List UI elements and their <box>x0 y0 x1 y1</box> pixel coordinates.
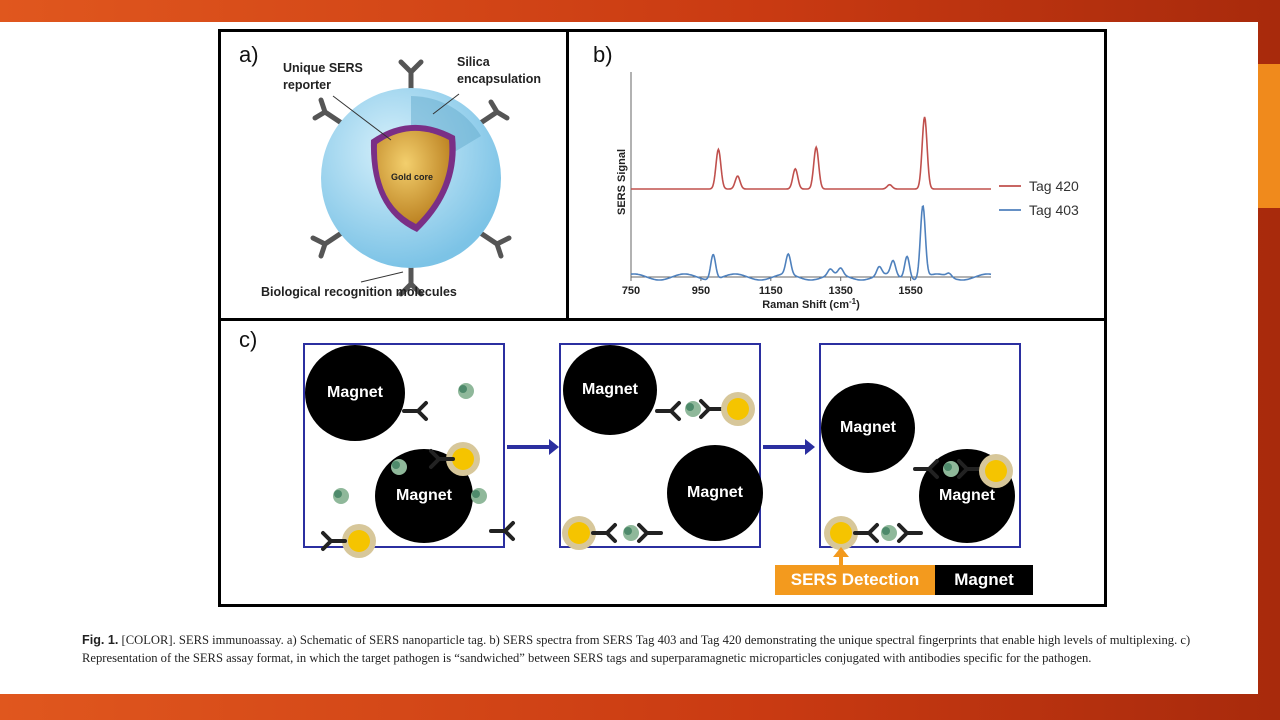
antibody <box>655 401 681 421</box>
sers-detection-label: SERS Detection <box>775 565 935 595</box>
caption-lead: Fig. 1. <box>82 633 119 647</box>
magnet: Magnet <box>563 345 657 435</box>
arrow-shaft-2 <box>763 445 807 449</box>
legend-label-2: Tag 403 <box>1029 202 1079 218</box>
antibody <box>913 459 939 479</box>
recognition-pointer <box>360 271 404 283</box>
antibody <box>637 523 663 543</box>
x-tick-label: 1550 <box>898 285 922 297</box>
y-axis-label: SERS Signal <box>616 149 628 215</box>
silica-pointer <box>432 93 460 115</box>
arrow-head-1 <box>549 439 559 455</box>
series-line-2 <box>630 205 992 281</box>
nanoparticle-diagram: Gold core <box>310 59 512 297</box>
sers-tag-core <box>452 448 474 470</box>
panel-c: c) Magnet Magnet Magnet Magnet Magnet Ma… <box>221 321 1104 604</box>
x-tick-label: 750 <box>622 285 640 297</box>
recognition-label: Biological recognition molecules <box>261 285 457 299</box>
antibody <box>591 523 617 543</box>
x-tick-label: 950 <box>692 285 710 297</box>
x-tick-label: 1150 <box>759 285 783 297</box>
antibody <box>699 399 725 419</box>
reporter-pointer <box>332 95 392 141</box>
magnet: Magnet <box>667 445 763 541</box>
antibody <box>402 401 428 421</box>
pathogen-detail <box>334 490 342 498</box>
arrow-shaft-1 <box>507 445 551 449</box>
antibody <box>897 523 923 543</box>
figure: a) Unique SERS reporter Silica encapsulati… <box>218 29 1107 607</box>
assay-overlay <box>321 383 1013 569</box>
x-axis-label: Raman Shift (cm-1) <box>762 297 860 311</box>
gold-core-label: Gold core <box>391 172 433 182</box>
antibody <box>321 531 347 551</box>
antibody <box>957 459 983 479</box>
panel-b: b) 750 950 1150 1350 1550 Raman Shift (cm-1) S… <box>569 32 1104 321</box>
assay-box-2: Magnet Magnet <box>559 343 763 548</box>
sers-tag-core <box>727 398 749 420</box>
pathogen-detail <box>624 527 632 535</box>
sers-tag-core <box>830 522 852 544</box>
panel-b-label: b) <box>593 42 613 67</box>
magnet: Magnet <box>821 383 915 473</box>
detection-arrow-head <box>833 547 849 557</box>
antibody-group <box>310 59 512 297</box>
magnet: Magnet <box>305 345 405 441</box>
spectra-chart: 750 950 1150 1350 1550 Raman Shift (cm-1) SERS… <box>616 72 1079 311</box>
x-tick-label: 1350 <box>828 285 852 297</box>
reporter-label: Unique SERS reporter <box>283 61 363 92</box>
panel-a-label: a) <box>239 42 259 67</box>
legend-label-1: Tag 420 <box>1029 178 1079 194</box>
antibody <box>853 523 879 543</box>
pathogen-detail <box>472 490 480 498</box>
antibody <box>429 449 455 469</box>
pathogen-detail <box>944 463 952 471</box>
antibody <box>489 521 515 541</box>
panel-a: a) Unique SERS reporter Silica encapsulati… <box>221 32 569 321</box>
silica-label: Silica encapsulation <box>457 55 542 86</box>
pathogen-detail <box>686 403 694 411</box>
caption-text: [COLOR]. SERS immunoassay. a) Schematic … <box>82 633 1191 665</box>
sers-tag-core <box>568 522 590 544</box>
pathogen-detail <box>882 527 890 535</box>
magnet-legend-label: Magnet <box>935 565 1033 595</box>
figure-caption: Fig. 1. [COLOR]. SERS immunoassay. a) Sc… <box>82 631 1242 667</box>
arrow-head-2 <box>805 439 815 455</box>
series-line-1 <box>631 116 991 190</box>
sers-tag-core <box>985 460 1007 482</box>
accent-tab <box>1258 64 1280 208</box>
pathogen-detail <box>392 461 400 469</box>
gold-core <box>376 130 450 224</box>
pathogen-detail <box>459 385 467 393</box>
panel-c-label: c) <box>239 327 258 352</box>
sers-tag-core <box>348 530 370 552</box>
